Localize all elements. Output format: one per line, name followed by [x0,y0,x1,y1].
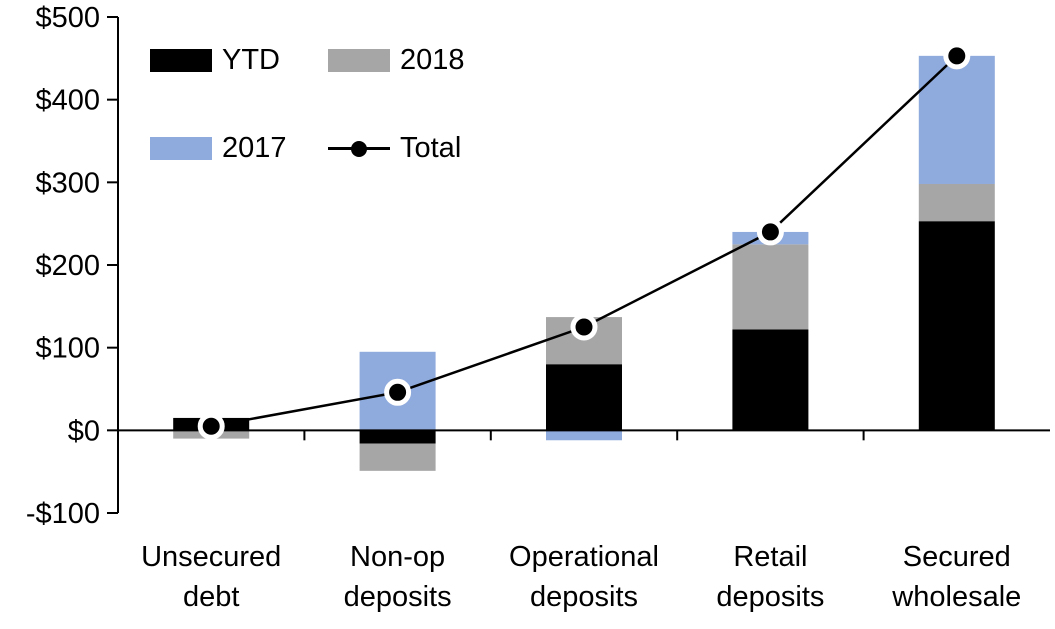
y-tick-label: $400 [35,85,100,117]
legend-label-2018: 2018 [400,44,465,76]
legend-label-2017: 2017 [222,132,287,164]
ytd-swatch-icon [150,48,212,72]
x-category-label: Non-op [350,541,445,573]
total-dot [351,140,367,157]
bar-segment-2018-3 [732,244,809,330]
total-line-marker-icon [328,137,390,160]
2018-swatch-icon [328,48,390,72]
x-category-label: deposits [344,581,452,613]
bar-segment-ytd-1 [359,430,436,444]
bar-segment-ytd-4 [918,221,995,431]
bar-segment-2018-4 [918,183,995,222]
bar-segment-2017-2 [546,430,622,441]
x-category-label: Secured [903,541,1011,573]
y-tick-label: $300 [35,167,100,199]
legend-item-2018: 2018 [328,45,465,75]
y-tick-label: -$100 [26,498,100,530]
total-marker-2 [570,313,598,341]
y-tick-label: $500 [35,2,100,34]
y-tick-label: $200 [35,250,100,282]
legend-item-2017: 2017 [150,133,328,163]
legend-item-ytd: YTD [150,45,328,75]
y-tick-label: $100 [35,333,100,365]
x-category-label: Unsecured [141,541,281,573]
2017-swatch-icon [150,136,212,160]
x-category-label: Retail [733,541,807,573]
legend-label-ytd: YTD [222,44,280,76]
legend-item-total: Total [328,133,465,163]
bar-segment-ytd-3 [732,329,809,431]
x-category-label: debt [183,581,239,613]
y-tick-label: $0 [68,415,100,447]
x-category-label: wholesale [891,581,1021,613]
total-marker-0 [197,412,225,440]
bar-segment-2017-4 [918,55,995,184]
bar-segment-ytd-2 [546,364,622,431]
total-marker-3 [756,218,784,246]
legend-label-total: Total [400,132,462,164]
total-marker-1 [384,378,412,406]
x-category-label: Operational [509,541,659,573]
total-marker-4 [943,42,971,70]
x-category-label: deposits [716,581,824,613]
x-category-label: deposits [530,581,638,613]
legend: YTD 2018 2017 Total [150,45,465,163]
bar-segment-2018-1 [359,443,436,471]
